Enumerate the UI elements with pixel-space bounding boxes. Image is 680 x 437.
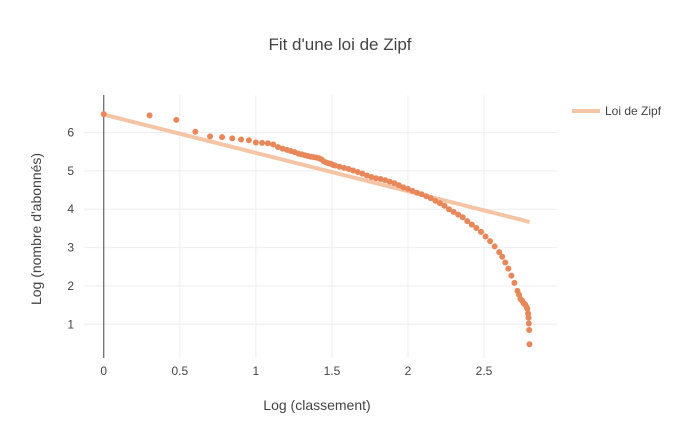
data-point[interactable]	[100, 111, 107, 118]
data-point[interactable]	[404, 185, 411, 192]
data-point[interactable]	[464, 218, 471, 225]
data-point[interactable]	[491, 243, 498, 250]
data-point[interactable]	[400, 184, 407, 191]
data-point[interactable]	[459, 214, 466, 221]
data-point[interactable]	[418, 191, 425, 198]
data-point[interactable]	[496, 249, 503, 256]
data-point[interactable]	[409, 187, 416, 194]
data-point[interactable]	[341, 164, 348, 171]
data-point[interactable]	[432, 197, 439, 204]
grid-lines	[84, 95, 557, 358]
legend[interactable]: Loi de Zipf	[572, 104, 662, 118]
data-point[interactable]	[275, 144, 282, 151]
x-axis-ticks: 0 0.5 1 1.5 2 2.5	[100, 364, 492, 378]
x-tick-label: 1	[253, 364, 260, 378]
data-point[interactable]	[377, 175, 384, 182]
data-point[interactable]	[526, 327, 533, 334]
y-tick-label: 5	[67, 164, 74, 178]
x-tick-label: 0.5	[171, 364, 188, 378]
data-point[interactable]	[441, 202, 448, 209]
data-point[interactable]	[350, 167, 357, 174]
data-point[interactable]	[423, 193, 430, 200]
x-tick-label: 0	[100, 364, 107, 378]
data-point[interactable]	[354, 169, 361, 176]
y-tick-label: 1	[67, 317, 74, 331]
x-axis-title: Log (classement)	[263, 397, 370, 413]
y-tick-label: 3	[67, 241, 74, 255]
data-point[interactable]	[331, 162, 338, 169]
data-point[interactable]	[427, 195, 434, 202]
data-point[interactable]	[259, 139, 266, 146]
data-point[interactable]	[359, 170, 366, 177]
data-point[interactable]	[207, 133, 214, 140]
y-axis-title: Log (nombre d'abonnés)	[28, 153, 44, 305]
data-point[interactable]	[219, 134, 226, 141]
data-point[interactable]	[473, 225, 480, 232]
data-point[interactable]	[270, 141, 277, 148]
data-point[interactable]	[229, 135, 236, 142]
data-point[interactable]	[395, 182, 402, 189]
x-tick-label: 2	[405, 364, 412, 378]
y-tick-label: 4	[67, 202, 74, 216]
data-points-series	[100, 111, 533, 348]
data-point[interactable]	[414, 189, 421, 196]
data-point[interactable]	[173, 116, 180, 123]
data-point[interactable]	[502, 259, 509, 266]
data-point[interactable]	[386, 178, 393, 185]
data-point[interactable]	[245, 137, 252, 144]
data-point[interactable]	[450, 208, 457, 215]
y-tick-label: 6	[67, 126, 74, 140]
data-point[interactable]	[336, 163, 343, 170]
data-point[interactable]	[455, 211, 462, 218]
y-tick-label: 2	[67, 279, 74, 293]
chart-title: Fit d'une loi de Zipf	[268, 35, 411, 54]
data-point[interactable]	[508, 272, 515, 279]
y-axis-ticks: 1 2 3 4 5 6	[67, 126, 74, 332]
zipf-fit-series	[103, 112, 531, 224]
zipf-fit-line	[103, 112, 531, 224]
data-point[interactable]	[526, 341, 533, 348]
data-point[interactable]	[525, 320, 532, 327]
data-point[interactable]	[477, 228, 484, 235]
data-point[interactable]	[382, 177, 389, 184]
data-point[interactable]	[487, 238, 494, 245]
data-point[interactable]	[499, 253, 506, 260]
data-point[interactable]	[368, 174, 375, 181]
data-point[interactable]	[525, 314, 532, 321]
data-point[interactable]	[391, 180, 398, 187]
data-point[interactable]	[482, 233, 489, 240]
legend-label-zipf: Loi de Zipf	[605, 104, 662, 118]
data-point[interactable]	[373, 175, 380, 182]
x-tick-label: 2.5	[476, 364, 493, 378]
data-point[interactable]	[146, 112, 153, 119]
x-tick-label: 1.5	[324, 364, 341, 378]
data-point[interactable]	[524, 305, 531, 312]
data-point[interactable]	[363, 172, 370, 179]
data-point[interactable]	[192, 128, 199, 135]
data-point[interactable]	[505, 265, 512, 272]
data-point[interactable]	[264, 140, 271, 147]
data-point[interactable]	[446, 206, 453, 213]
data-point[interactable]	[238, 136, 245, 143]
data-point[interactable]	[252, 139, 259, 146]
data-point[interactable]	[511, 279, 518, 286]
data-point[interactable]	[345, 165, 352, 172]
data-point[interactable]	[436, 200, 443, 207]
data-point[interactable]	[468, 221, 475, 228]
